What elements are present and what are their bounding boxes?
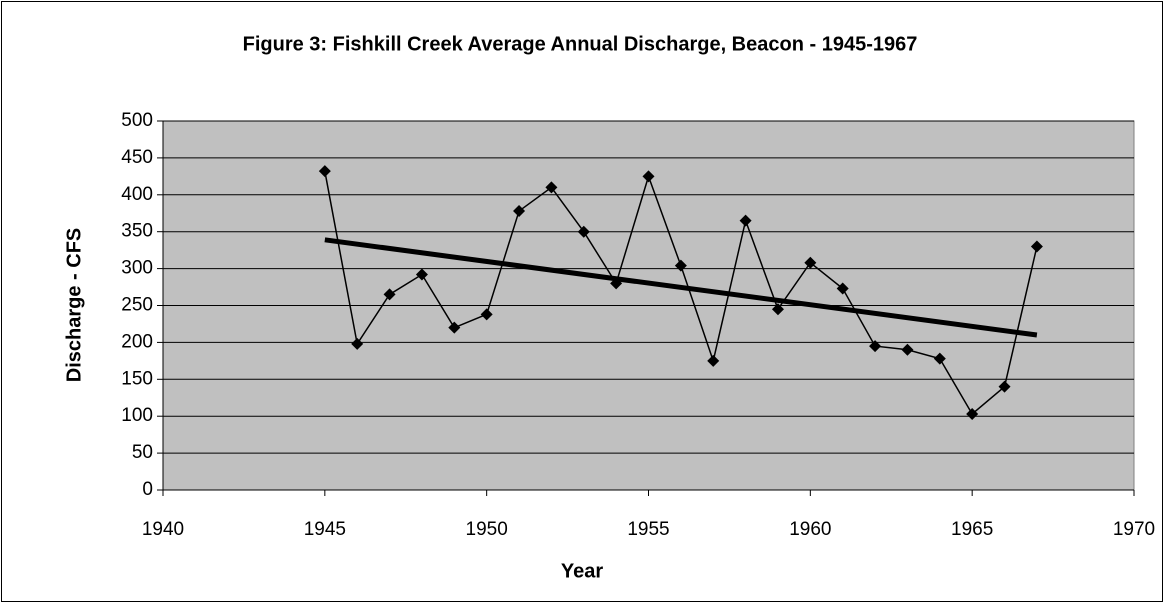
y-tick-label: 450: [121, 147, 153, 168]
x-axis-label: Year: [561, 560, 603, 582]
y-tick-label: 0: [142, 479, 153, 500]
data-point: [318, 165, 331, 178]
data-point: [707, 354, 720, 367]
data-point: [739, 214, 752, 227]
data-point: [674, 259, 687, 272]
data-point: [545, 181, 558, 194]
y-tick-label: 300: [121, 258, 153, 279]
trendline: [324, 237, 1038, 338]
x-tick-label: 1950: [466, 519, 508, 540]
y-tick-label: 500: [121, 110, 153, 131]
data-point: [771, 303, 784, 316]
data-point: [901, 343, 914, 356]
data-point: [415, 268, 428, 281]
data-point: [480, 308, 493, 321]
data-point: [869, 340, 882, 353]
data-point: [351, 337, 364, 350]
y-tick-label: 150: [121, 368, 153, 389]
x-tick-label: 1945: [304, 519, 346, 540]
data-point: [513, 205, 526, 218]
data-point: [577, 225, 590, 238]
y-axis-label: Discharge - CFS: [63, 228, 85, 382]
y-tick-label: 50: [132, 442, 153, 463]
y-tick-label: 250: [121, 295, 153, 316]
data-point: [642, 170, 655, 183]
x-tick-label: 1965: [951, 519, 993, 540]
y-tick-label: 200: [121, 331, 153, 352]
data-point: [998, 380, 1011, 393]
x-tick-label: 1970: [1113, 519, 1155, 540]
data-point: [448, 321, 461, 334]
x-tick-label: 1960: [789, 519, 831, 540]
data-point: [933, 352, 946, 365]
y-tick-label: 100: [121, 405, 153, 426]
data-point: [966, 407, 979, 420]
y-tick-label: 350: [121, 221, 153, 242]
data-point: [383, 288, 396, 301]
chart-title: Figure 3: Fishkill Creek Average Annual …: [243, 33, 918, 55]
y-tick-label: 400: [121, 184, 153, 205]
x-tick-label: 1940: [142, 519, 184, 540]
data-point: [836, 282, 849, 295]
data-point: [1030, 240, 1043, 253]
data-point: [804, 256, 817, 269]
x-tick-label: 1955: [627, 519, 669, 540]
